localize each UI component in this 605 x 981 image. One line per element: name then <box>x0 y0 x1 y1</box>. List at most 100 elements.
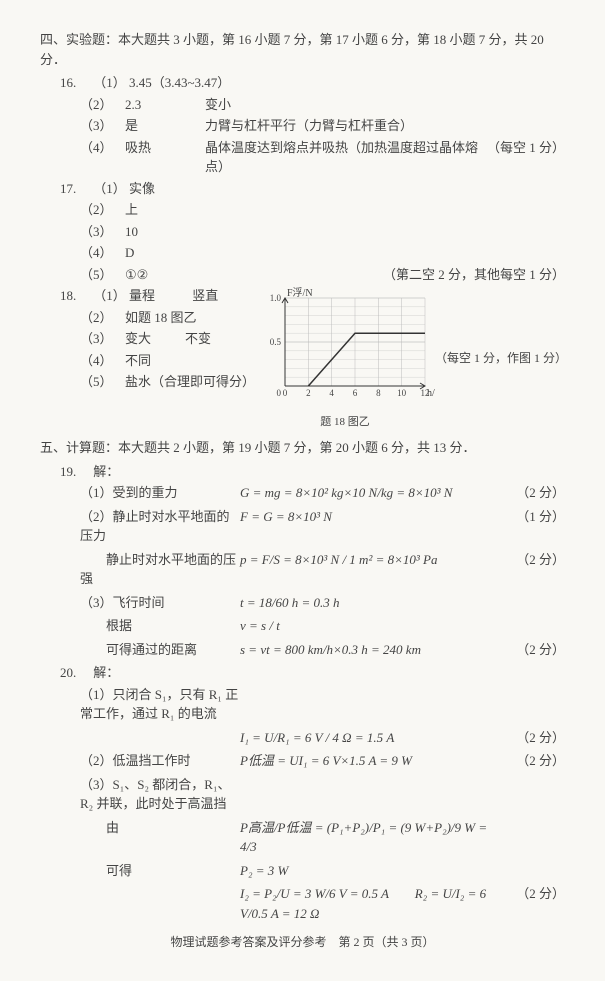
q16-1-label: （1） <box>93 75 126 90</box>
q18-num: 18. <box>60 286 90 306</box>
q20-row-2: （2）低温挡工作时P低温 = UI₁ = 6 V×1.5 A = 9 W（2 分… <box>80 751 565 771</box>
q19-score-1: （1 分） <box>505 507 565 527</box>
q17-1-label: （1） <box>93 181 126 196</box>
q19-desc-1: （2）静止时对水平地面的压力 <box>80 507 240 546</box>
q19-score-5: （2 分） <box>505 640 565 660</box>
q18-2: （2）如题 18 图乙 <box>80 308 255 328</box>
q16: 16. （1） 3.45（3.43~3.47） <box>60 73 565 93</box>
q17-5-note: （第二空 2 分，其他每空 1 分） <box>383 265 565 285</box>
q17-num: 17. <box>60 179 90 199</box>
q19-score-2: （2 分） <box>505 550 565 570</box>
q19-intro: 解： <box>93 464 119 479</box>
q16-1-content: 3.45（3.43~3.47） <box>129 75 230 90</box>
q16-3-label: （3） <box>80 116 125 136</box>
q17-3-label: （3） <box>80 222 125 242</box>
q20-row-4: 由P高温/P低温 = (P₁+P₂)/P₁ = (9 W+P₂)/9 W = 4… <box>80 818 565 857</box>
q17-4-content: D <box>125 243 134 263</box>
q19-desc-4: 根据 <box>80 616 240 636</box>
q18: 18. （1） 量程 竖直 <box>60 286 255 306</box>
q16-4-extra: 晶体温度达到熔点并吸热（加热温度超过晶体熔点） <box>205 138 487 177</box>
svg-text:F浮/N: F浮/N <box>287 287 313 299</box>
q20-row-6: I₂ = P₂/U = 3 W/6 V = 0.5 A R₂ = U/I₂ = … <box>80 884 565 923</box>
q20-desc-0: （1）只闭合 S₁，只有 R₁ 正常工作，通过 R₁ 的电流 <box>80 685 240 724</box>
q20-num: 20. <box>60 663 90 683</box>
section5-header: 五、计算题：本大题共 2 小题，第 19 小题 7 分，第 20 小题 6 分，… <box>40 438 565 458</box>
q17-4: （4）D <box>80 243 565 263</box>
page-footer: 物理试题参考答案及评分参考 第 2 页（共 3 页） <box>40 933 565 951</box>
q18-1-extra: 竖直 <box>192 288 218 303</box>
svg-text:1.0: 1.0 <box>270 293 282 303</box>
q16-4-label: （4） <box>80 138 125 177</box>
q20-row-1: I₁ = U/R₁ = 6 V / 4 Ω = 1.5 A（2 分） <box>80 728 565 748</box>
q18-1-content: 量程 <box>129 286 189 306</box>
chart-caption: 题 18 图乙 <box>255 414 435 431</box>
q18-4: （4）不同 <box>80 351 255 371</box>
q20-row-0: （1）只闭合 S₁，只有 R₁ 正常工作，通过 R₁ 的电流 <box>80 685 565 724</box>
q18-note: （每空 1 分，作图 1 分） <box>435 349 565 367</box>
q16-2-label: （2） <box>80 95 125 115</box>
q17: 17. （1） 实像 <box>60 179 565 199</box>
q20-score-6: （2 分） <box>505 884 565 904</box>
q17-3-content: 10 <box>125 222 138 242</box>
q18-chart: 0246810120.51.00F浮/Nh/cm 题 18 图乙 <box>255 286 435 430</box>
q18-3-label: （3） <box>80 329 125 349</box>
q16-2-content: 2.3 <box>125 95 205 115</box>
q18-4-label: （4） <box>80 351 125 371</box>
q20-desc-2: （2）低温挡工作时 <box>80 751 240 771</box>
q20-row-5: 可得P₂ = 3 W <box>80 861 565 881</box>
q19-formula-3: t = 18/60 h = 0.3 h <box>240 593 505 613</box>
q19-formula-4: v = s / t <box>240 616 505 636</box>
svg-text:h/cm: h/cm <box>427 388 435 399</box>
q20-desc-5: 可得 <box>80 861 240 881</box>
q19-row-3: （3）飞行时间t = 18/60 h = 0.3 h <box>80 593 565 613</box>
q18-3-extra: 不变 <box>185 329 211 349</box>
q16-4-content: 吸热 <box>125 138 205 177</box>
q16-4: （4） 吸热 晶体温度达到熔点并吸热（加热温度超过晶体熔点） （每空 1 分） <box>80 138 565 177</box>
q19-score-0: （2 分） <box>505 483 565 503</box>
q19: 19. 解： <box>60 462 565 482</box>
q20-formula-1: I₁ = U/R₁ = 6 V / 4 Ω = 1.5 A <box>240 728 505 748</box>
q17-2-content: 上 <box>125 200 138 220</box>
q18-3: （3）变大不变 <box>80 329 255 349</box>
q19-row-2: 静止时对水平地面的压强p = F/S = 8×10³ N / 1 m² = 8×… <box>80 550 565 589</box>
q16-2: （2） 2.3 变小 <box>80 95 565 115</box>
svg-text:10: 10 <box>397 388 407 398</box>
q19-formula-5: s = vt = 800 km/h×0.3 h = 240 km <box>240 640 505 660</box>
q18-container: 18. （1） 量程 竖直 （2）如题 18 图乙 （3）变大不变 （4）不同 … <box>40 286 565 430</box>
q16-4-note: （每空 1 分） <box>487 138 565 177</box>
q16-3-extra: 力臂与杠杆平行（力臂与杠杆重合） <box>205 116 413 136</box>
q20-formula-5: P₂ = 3 W <box>240 861 505 881</box>
q20-formula-6: I₂ = P₂/U = 3 W/6 V = 0.5 A R₂ = U/I₂ = … <box>240 884 505 923</box>
q20-desc-4: 由 <box>80 818 240 838</box>
q20-formula-4: P高温/P低温 = (P₁+P₂)/P₁ = (9 W+P₂)/9 W = 4/… <box>240 818 505 857</box>
q16-3: （3） 是 力臂与杠杆平行（力臂与杠杆重合） <box>80 116 565 136</box>
q18-5: （5）盐水（合理即可得分） <box>80 372 255 392</box>
svg-text:4: 4 <box>329 388 334 398</box>
q18-2-label: （2） <box>80 308 125 328</box>
svg-text:0: 0 <box>283 388 288 398</box>
q16-3-content: 是 <box>125 116 205 136</box>
q17-3: （3）10 <box>80 222 565 242</box>
q19-desc-2: 静止时对水平地面的压强 <box>80 550 240 589</box>
svg-text:0.5: 0.5 <box>270 337 282 347</box>
q19-desc-0: （1）受到的重力 <box>80 483 240 503</box>
q17-1-content: 实像 <box>129 181 155 196</box>
q18-4-content: 不同 <box>125 351 151 371</box>
q17-5: （5） ①② （第二空 2 分，其他每空 1 分） <box>80 265 565 285</box>
q19-desc-5: 可得通过的距离 <box>80 640 240 660</box>
q19-formula-2: p = F/S = 8×10³ N / 1 m² = 8×10³ Pa <box>240 550 505 570</box>
svg-text:8: 8 <box>376 388 381 398</box>
q16-2-extra: 变小 <box>205 95 231 115</box>
q20-score-2: （2 分） <box>505 751 565 771</box>
q20-intro: 解： <box>93 665 119 680</box>
section4-header: 四、实验题：本大题共 3 小题，第 16 小题 7 分，第 17 小题 6 分，… <box>40 30 565 69</box>
q18-2-content: 如题 18 图乙 <box>125 308 197 328</box>
q18-1-label: （1） <box>93 288 126 303</box>
q19-formula-0: G = mg = 8×10² kg×10 N/kg = 8×10³ N <box>240 483 505 503</box>
q19-formula-1: F = G = 8×10³ N <box>240 507 505 527</box>
q19-row-4: 根据v = s / t <box>80 616 565 636</box>
q20-formula-2: P低温 = UI₁ = 6 V×1.5 A = 9 W <box>240 751 505 771</box>
q19-desc-3: （3）飞行时间 <box>80 593 240 613</box>
q17-2-label: （2） <box>80 200 125 220</box>
q16-num: 16. <box>60 73 90 93</box>
